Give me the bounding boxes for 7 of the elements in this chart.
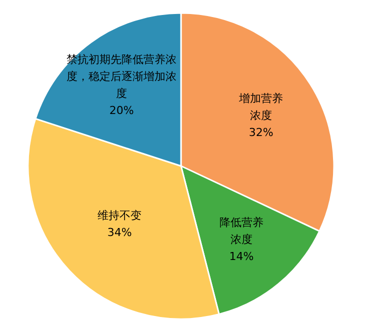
slice-label: 增加营养浓度 — [238, 92, 284, 122]
slice-label: 降低营养浓度 — [219, 216, 264, 246]
data-label: 34% — [107, 226, 132, 240]
slice-label: 维持不变 — [98, 209, 142, 222]
data-label: 14% — [229, 250, 254, 264]
data-label: 20% — [109, 104, 134, 117]
data-label: 32% — [248, 126, 274, 140]
